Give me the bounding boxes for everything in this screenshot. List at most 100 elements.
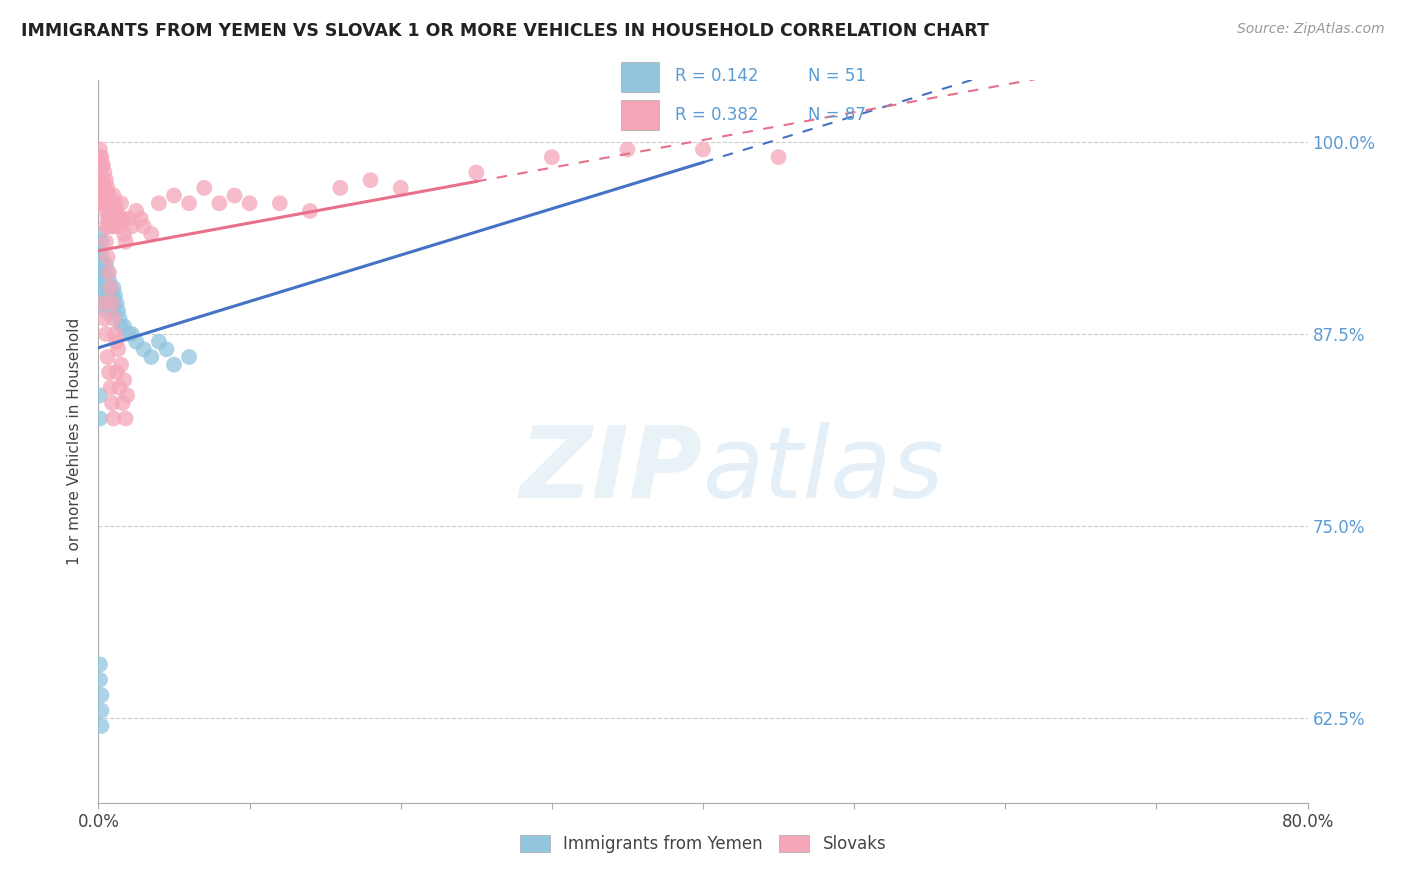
Point <box>104 288 127 302</box>
Point <box>115 388 138 402</box>
Point <box>93 165 115 179</box>
Bar <box>621 62 659 92</box>
Point <box>90 719 112 733</box>
Point <box>89 657 111 672</box>
Point <box>98 365 121 379</box>
Point <box>360 173 382 187</box>
Point <box>96 181 118 195</box>
Point <box>104 196 127 211</box>
Text: Source: ZipAtlas.com: Source: ZipAtlas.com <box>1237 22 1385 37</box>
Point <box>125 334 148 349</box>
Point <box>141 350 163 364</box>
Point <box>89 411 111 425</box>
Point <box>101 203 124 218</box>
Point <box>89 165 111 179</box>
Point <box>93 296 115 310</box>
Point <box>118 211 141 226</box>
Point <box>103 296 125 310</box>
Point <box>107 304 129 318</box>
Point <box>91 173 114 187</box>
Point <box>100 381 122 395</box>
Point <box>104 326 127 341</box>
Point <box>540 150 562 164</box>
Point <box>96 350 118 364</box>
Point <box>96 281 118 295</box>
Point <box>114 411 136 425</box>
Point <box>90 158 112 172</box>
Point <box>94 235 117 249</box>
Point <box>239 196 262 211</box>
Point <box>94 258 117 272</box>
Point <box>94 173 117 187</box>
Text: IMMIGRANTS FROM YEMEN VS SLOVAK 1 OR MORE VEHICLES IN HOUSEHOLD CORRELATION CHAR: IMMIGRANTS FROM YEMEN VS SLOVAK 1 OR MOR… <box>21 22 988 40</box>
Point <box>98 288 121 302</box>
Point <box>93 265 115 279</box>
Point <box>96 196 118 211</box>
Bar <box>621 100 659 130</box>
Point <box>768 150 790 164</box>
Point <box>155 343 177 357</box>
Point <box>132 219 155 234</box>
Point <box>389 181 412 195</box>
Point <box>91 188 114 202</box>
Point <box>105 203 128 218</box>
Point <box>129 211 152 226</box>
Point <box>90 235 112 249</box>
Point <box>89 258 111 272</box>
Point <box>90 688 112 702</box>
Point <box>179 350 201 364</box>
Point <box>103 219 125 234</box>
Point <box>208 196 231 211</box>
Point <box>108 219 131 234</box>
Point <box>148 196 170 211</box>
Point <box>224 188 246 202</box>
Point <box>91 258 114 272</box>
Text: R = 0.142: R = 0.142 <box>675 68 758 86</box>
Point <box>141 227 163 241</box>
Point <box>107 343 129 357</box>
Point <box>193 181 215 195</box>
Point <box>107 211 129 226</box>
Point <box>692 143 714 157</box>
Point <box>108 381 131 395</box>
Point <box>90 250 112 264</box>
Point <box>93 181 115 195</box>
Point <box>90 173 112 187</box>
Point <box>114 235 136 249</box>
Point <box>89 143 111 157</box>
Point <box>110 196 132 211</box>
Point <box>111 211 134 226</box>
Point <box>103 188 125 202</box>
Point <box>100 196 122 211</box>
Text: ZIP: ZIP <box>520 422 703 519</box>
Point <box>93 281 115 295</box>
Point <box>101 219 124 234</box>
Point <box>112 227 135 241</box>
Point <box>100 296 122 310</box>
Point <box>121 219 143 234</box>
Point <box>179 196 201 211</box>
Point <box>91 196 114 211</box>
Point <box>89 181 111 195</box>
Point <box>90 188 112 202</box>
Y-axis label: 1 or more Vehicles in Household: 1 or more Vehicles in Household <box>67 318 83 566</box>
Point <box>96 250 118 264</box>
Point <box>96 211 118 226</box>
Point <box>101 296 124 310</box>
Point <box>103 411 125 425</box>
Point <box>110 319 132 334</box>
Point <box>112 373 135 387</box>
Point <box>101 288 124 302</box>
Point <box>91 158 114 172</box>
Point <box>103 203 125 218</box>
Point <box>100 281 122 295</box>
Point <box>91 273 114 287</box>
Point <box>98 219 121 234</box>
Point <box>329 181 352 195</box>
Point <box>89 150 111 164</box>
Point <box>94 288 117 302</box>
Text: N = 87: N = 87 <box>808 105 866 123</box>
Point <box>132 343 155 357</box>
Point <box>103 281 125 295</box>
Point <box>90 265 112 279</box>
